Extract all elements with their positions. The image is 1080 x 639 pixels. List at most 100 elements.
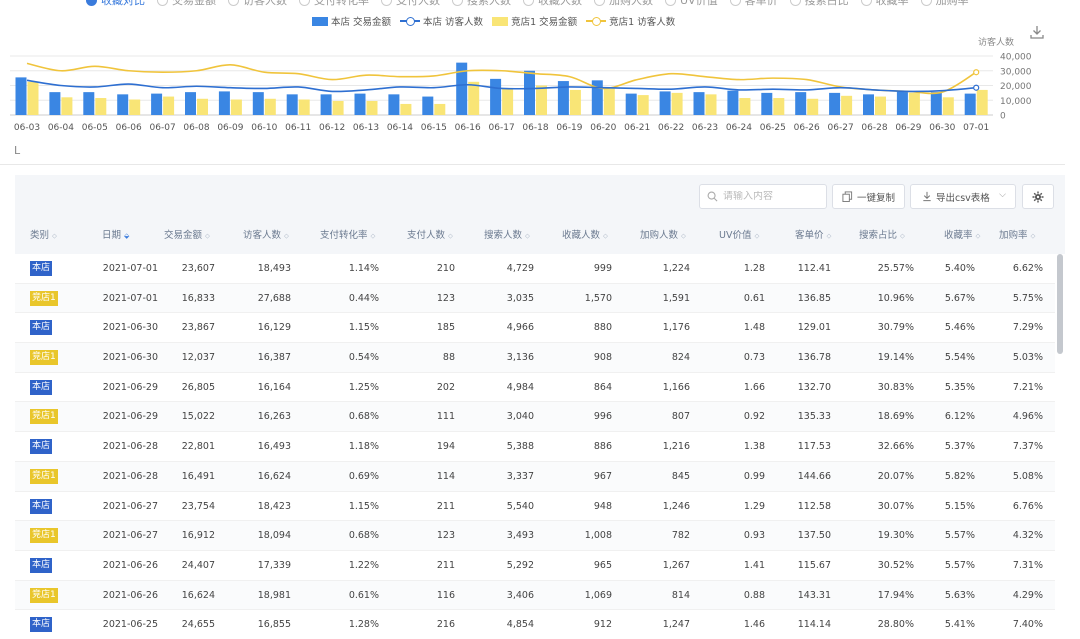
- copy-all-button[interactable]: 一键复制: [832, 184, 905, 209]
- table-row[interactable]: 竞店1 2021-06-28 16,491 16,624 0.69% 114 3,337 96…: [15, 461, 1055, 492]
- metric-option[interactable]: 搜索占比: [789, 0, 849, 9]
- combo-chart: 40,000 30,000 20,000 10,000 0 06-03 06-04 06-05…: [10, 53, 1032, 133]
- x-tick-label: 06-08: [183, 123, 209, 133]
- metric-checkbox[interactable]: [86, 0, 97, 6]
- table-cell: 2021-06-27: [102, 530, 158, 542]
- column-header[interactable]: 支付人数 ⬦: [407, 217, 453, 254]
- column-header[interactable]: UV价值 ⬦: [719, 217, 759, 254]
- metric-checkbox[interactable]: [594, 0, 605, 6]
- chevron-down-icon[interactable]: ⌵: [999, 190, 1006, 200]
- metric-option[interactable]: 访客人数: [228, 0, 287, 9]
- metric-option[interactable]: 搜索人数: [452, 0, 511, 9]
- metric-checkbox[interactable]: [860, 0, 872, 6]
- table-row[interactable]: 本店 2021-06-29 26,805 16,164 1.25% 202 4,984 864…: [15, 373, 1055, 403]
- column-header-label: 支付人数: [407, 230, 446, 241]
- column-header[interactable]: 客单价 ⬦: [795, 217, 831, 254]
- metric-option[interactable]: 收藏对比: [86, 0, 145, 9]
- export-csv-button[interactable]: 导出csv表格 ⌵: [910, 184, 1016, 209]
- table-row[interactable]: 竞店1 2021-06-27 16,912 18,094 0.68% 123 3,493 1,…: [15, 521, 1055, 551]
- column-header[interactable]: 收藏人数 ⬦: [562, 217, 608, 254]
- metric-checkbox[interactable]: [920, 0, 932, 6]
- table-row[interactable]: 本店 2021-07-01 23,607 18,493 1.14% 210 4,729 999…: [15, 254, 1055, 284]
- table-cell: 1.18%: [348, 441, 379, 453]
- search-input[interactable]: [723, 191, 821, 202]
- metric-option[interactable]: 客单价: [729, 0, 778, 9]
- column-header[interactable]: 交易金额 ⬦: [164, 217, 210, 254]
- metric-option[interactable]: 加购人数: [594, 0, 653, 9]
- bar-comp-sales: [264, 98, 276, 115]
- metric-checkbox[interactable]: [729, 0, 741, 6]
- table-cell: 1,224: [662, 263, 690, 274]
- metric-checkbox[interactable]: [523, 0, 534, 6]
- metric-checkbox[interactable]: [228, 0, 239, 6]
- column-header[interactable]: 加购率 ⬦: [999, 217, 1035, 254]
- sort-icon[interactable]: ⬦: [205, 232, 210, 240]
- table-row[interactable]: 竞店1 2021-07-01 16,833 27,688 0.44% 123 3,035 1,…: [15, 283, 1055, 314]
- table-cell: 1.66: [743, 381, 765, 393]
- legend-comp-visitors[interactable]: 竞店1 访客人数: [586, 14, 675, 28]
- x-tick-label: 06-30: [929, 123, 955, 133]
- sort-icon[interactable]: ⬦: [284, 232, 289, 240]
- legend-comp-sales[interactable]: 竞店1 交易金额: [492, 14, 577, 28]
- metric-option[interactable]: 支付人数: [381, 0, 440, 9]
- table-scrollbar[interactable]: [1057, 254, 1063, 354]
- table-row[interactable]: 竞店1 2021-06-26 16,624 18,981 0.61% 116 3,406 1,…: [15, 580, 1055, 611]
- column-header[interactable]: 搜索人数 ⬦: [484, 217, 530, 254]
- metric-checkbox[interactable]: [789, 0, 801, 6]
- sort-icon[interactable]: ⬦: [448, 232, 453, 240]
- sort-icon[interactable]: ⬦: [975, 232, 981, 240]
- sort-icon[interactable]: ⬦: [681, 232, 686, 240]
- metric-checkbox[interactable]: [452, 0, 463, 6]
- metric-checkbox[interactable]: [665, 0, 676, 6]
- column-header[interactable]: 搜索占比 ⬦: [859, 217, 905, 254]
- sort-icon[interactable]: ⬦: [1030, 232, 1036, 240]
- sort-icon[interactable]: ⬦: [525, 232, 530, 240]
- metric-checkbox[interactable]: [157, 0, 168, 6]
- bar-own-sales: [354, 93, 366, 115]
- metric-option[interactable]: UV价值: [665, 0, 718, 9]
- table-cell: 117.53: [797, 441, 831, 453]
- metric-option[interactable]: 收藏人数: [523, 0, 582, 9]
- sort-icon[interactable]: ⬦: [370, 232, 376, 240]
- search-box[interactable]: [699, 184, 827, 209]
- metric-option[interactable]: 交易金额: [157, 0, 216, 9]
- table-row[interactable]: 本店 2021-06-25 24,655 16,855 1.28% 216 4,854 912…: [15, 610, 1055, 639]
- sort-icon[interactable]: ⬦: [754, 232, 760, 240]
- table-cell: 7.37%: [1012, 441, 1043, 453]
- table-row[interactable]: 本店 2021-06-28 22,801 16,493 1.18% 194 5,388 886…: [15, 432, 1055, 462]
- x-tick-label: 06-15: [421, 123, 447, 133]
- metric-checkbox[interactable]: [381, 0, 392, 6]
- sort-icon[interactable]: ⬦: [52, 232, 57, 240]
- table-row[interactable]: 本店 2021-06-26 24,407 17,339 1.22% 211 5,292 965…: [15, 551, 1055, 581]
- metric-option[interactable]: 支付转化率: [299, 0, 369, 9]
- legend-own-sales[interactable]: 本店 交易金额: [312, 14, 391, 28]
- collapse-icon[interactable]: ᒪ: [14, 144, 21, 157]
- sort-icon[interactable]: ⬦: [826, 232, 832, 240]
- column-header[interactable]: 访客人数 ⬦: [243, 217, 289, 254]
- column-header[interactable]: 支付转化率 ⬦: [320, 217, 375, 254]
- table-row[interactable]: 竞店1 2021-06-29 15,022 16,263 0.68% 111 3,040 99…: [15, 402, 1055, 433]
- column-header[interactable]: 类别 ⬦: [30, 217, 57, 254]
- bar-comp-sales: [129, 99, 141, 115]
- metric-option[interactable]: 收藏率: [860, 0, 909, 9]
- table-row[interactable]: 本店 2021-06-30 23,867 16,129 1.15% 185 4,966 880…: [15, 313, 1055, 344]
- metric-option[interactable]: 加购率: [920, 0, 969, 9]
- column-header[interactable]: 日期 ⬙: [102, 217, 129, 254]
- metric-label: 客单价: [744, 0, 778, 7]
- table-row[interactable]: 竞店1 2021-06-30 12,037 16,387 0.54% 88 3,136 908…: [15, 343, 1055, 373]
- legend-swatch: [312, 16, 328, 26]
- download-icon[interactable]: [1029, 24, 1045, 40]
- legend-own-visitors[interactable]: 本店 访客人数: [400, 14, 483, 28]
- table-row[interactable]: 本店 2021-06-27 23,754 18,423 1.15% 211 5,540 948…: [15, 492, 1055, 522]
- sort-icon[interactable]: ⬙: [124, 232, 130, 240]
- sort-icon[interactable]: ⬦: [603, 232, 608, 240]
- x-tick-label: 06-10: [251, 123, 277, 133]
- settings-button[interactable]: [1022, 184, 1054, 209]
- sort-icon[interactable]: ⬦: [900, 232, 905, 240]
- table-cell: 4,966: [506, 322, 534, 334]
- column-header[interactable]: 收藏率 ⬦: [944, 217, 980, 254]
- bar-own-sales: [117, 94, 129, 115]
- column-header[interactable]: 加购人数 ⬦: [640, 217, 686, 254]
- metric-checkbox[interactable]: [299, 0, 310, 6]
- table-cell: 0.92: [743, 411, 765, 423]
